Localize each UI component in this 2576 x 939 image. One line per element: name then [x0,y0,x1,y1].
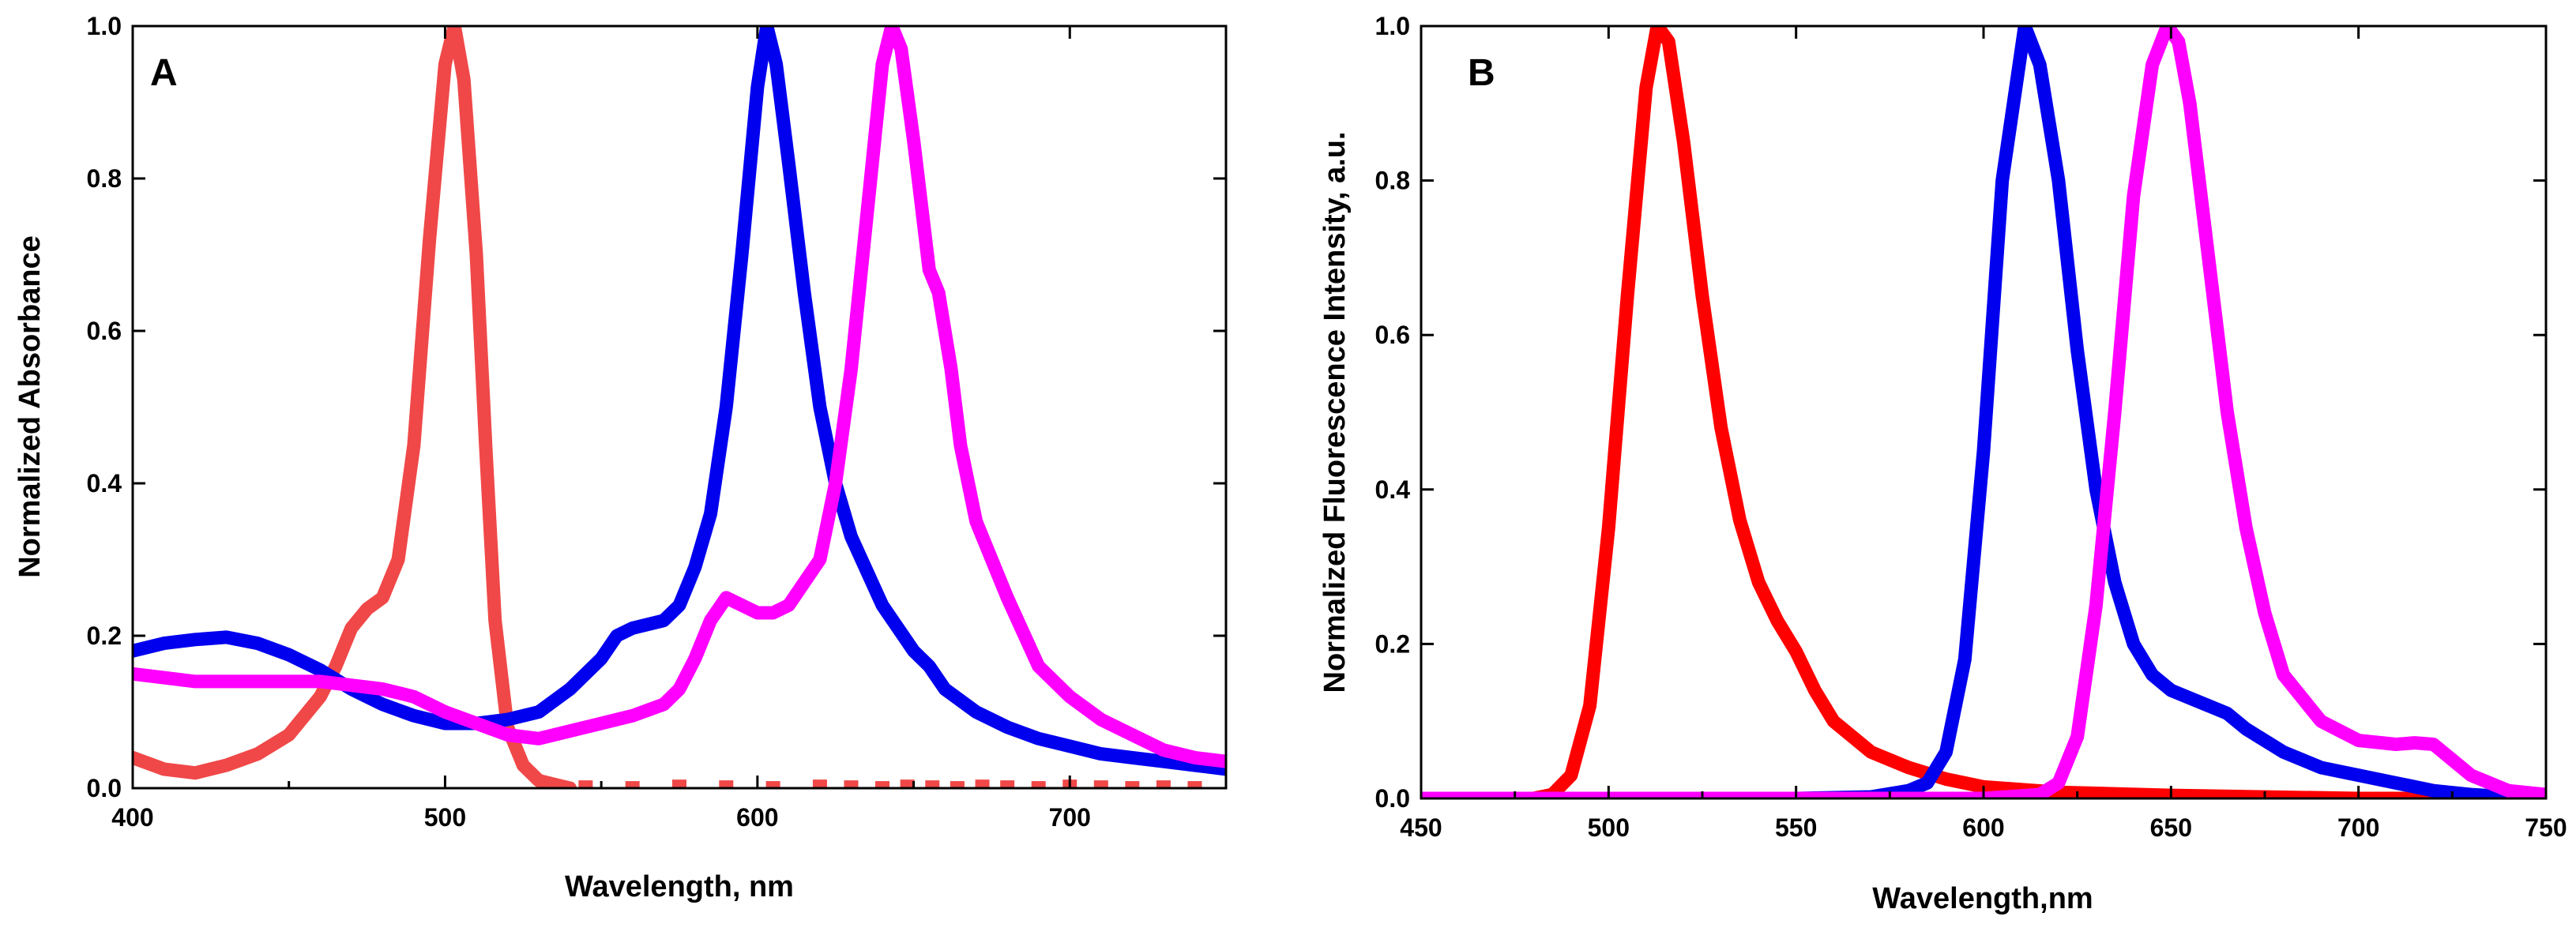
panel-a-series-blue-dye-absorbance-line [133,26,1226,776]
panel-a-y-tick-label: 1.0 [87,12,122,40]
panel-a-y-tick-label: 0.8 [87,164,122,193]
panel-a-series-red-dye-absorbance-line [133,26,577,788]
panel-b-series-red-dye-fluorescence-line [1421,26,2546,798]
panel-a-series-red-dye-baseline-point [975,779,990,788]
panel-a-series-red-dye-baseline-point [812,779,827,788]
panel-b-y-tick-label: 0.0 [1375,784,1410,813]
panel-a-series-red-dye-baseline-point [578,780,593,788]
panel-b-x-tick-label: 500 [1588,813,1630,842]
panel-b-label: B [1468,52,1495,94]
panel-a-series-red-dye-baseline [578,779,1202,788]
panel-a-x-tick-label: 700 [1049,803,1091,832]
panel-a-series-magenta-dye-absorbance-line [133,26,1226,768]
panel-a-label: A [150,52,178,94]
panel-a-series-red-dye-baseline-point [1031,781,1046,788]
panel-b-x-tick-label: 550 [1775,813,1817,842]
panel-b-x-tick-label: 700 [2337,813,2379,842]
panel-b-y-tick-label: 0.8 [1375,167,1410,195]
panel-b-axes: 450 500 550 600 650 700 750 0.0 0.2 0.4 0.6 0.8 1.0 [1375,12,2567,842]
panel-a-y-tick-label: 0.6 [87,317,122,345]
panel-b-x-tick-label: 600 [1962,813,2004,842]
panel-a-plot-area [133,26,1226,788]
panel-a-series-red-dye-baseline-point [950,781,965,788]
panel-a-series-red-dye-baseline-point [765,781,780,788]
panel-a-axes: 400 500 600 700 0.0 0.2 0.4 0.6 0.8 1.0 [87,12,1226,832]
panel-a-series-red-dye-baseline-point [1125,781,1140,788]
panel-a-series-red-dye-baseline-point [625,781,640,788]
panel-a-y-tick-label: 0.4 [87,469,122,498]
panel-a-series-red-dye-baseline-point [1000,780,1015,788]
panel-a-x-axis-label: Wavelength, nm [565,870,794,903]
panel-b-y-tick-label: 1.0 [1375,12,1410,40]
panel-a-frame [131,24,1228,790]
panel-b-y-tick-label: 0.4 [1375,475,1411,504]
panel-a-series-red-dye-baseline-point [925,780,940,788]
panel-b-x-axis-label: Wavelength,nm [1872,882,2093,915]
panel-a-series-red-dye-baseline-point [1187,781,1202,788]
panel-a-series-red-dye-baseline-point [844,780,859,788]
panel-a-y-tick-label: 0.0 [87,774,122,802]
panel-a-series-red-dye-baseline-point [1093,780,1108,788]
panel-b-x-tick-label: 450 [1400,813,1442,842]
panel-a-x-tick-label: 400 [111,803,153,832]
panel-b-plot-area [1421,26,2546,798]
panel-b-series-magenta-dye-fluorescence-line [1421,26,2546,798]
panel-a-y-axis-label: Normalized Absorbance [13,235,47,578]
panel-b-y-axis-label: Normalized Fluorescence Intensity, a.u. [1318,132,1352,693]
panel-a-y-tick-label: 0.2 [87,622,122,650]
panel-b-x-tick-label: 750 [2525,813,2567,842]
panel-a-series-red-dye-baseline-point [719,780,734,788]
panel-a-chart: A 400 500 600 700 0.0 0.2 0.4 0.6 0.8 1.0 Wavelen… [13,12,1228,903]
panel-a-x-tick-label: 500 [424,803,466,832]
panel-a-series-red-dye-baseline-point [1156,780,1171,788]
panel-b-chart: B 450 500 550 600 650 700 750 0.0 0.2 0.4 0.6 0.8 1.… [1318,12,2567,915]
panel-a-series-red-dye-baseline-point [875,781,890,788]
panel-b-y-tick-label: 0.2 [1375,629,1410,658]
panel-a-series-red-dye-baseline-point [672,779,686,788]
panel-a-series-red-dye-baseline-point [900,779,915,788]
panel-a-x-tick-label: 600 [736,803,778,832]
panel-b-x-tick-label: 650 [2150,813,2192,842]
panel-b-y-tick-label: 0.6 [1375,321,1410,349]
